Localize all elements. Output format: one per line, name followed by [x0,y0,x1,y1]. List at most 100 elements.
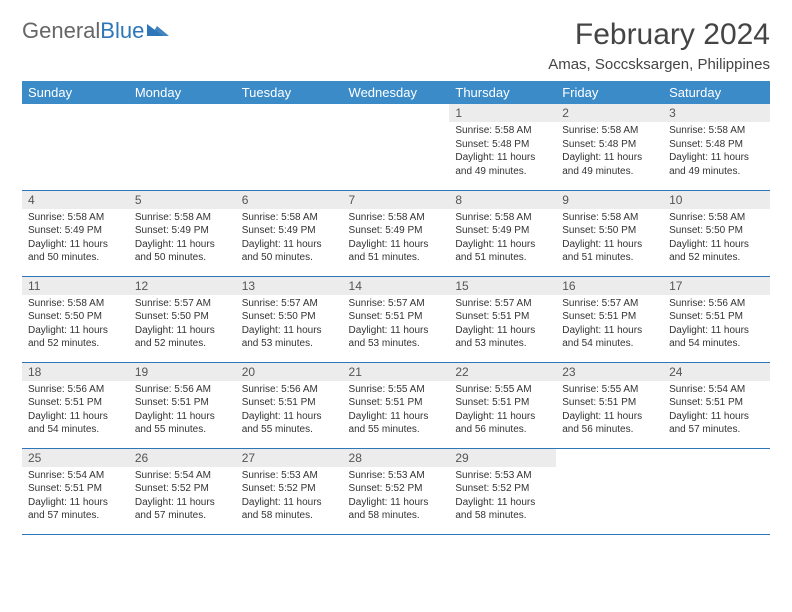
sunrise-text: Sunrise: 5:53 AM [349,469,444,483]
sunrise-text: Sunrise: 5:58 AM [28,297,123,311]
day-header: Saturday [663,81,770,104]
day-cell [343,104,450,190]
day-number: 28 [343,449,450,467]
daylight-text: Daylight: 11 hours and 53 minutes. [349,324,444,351]
sunrise-text: Sunrise: 5:58 AM [135,211,230,225]
day-cell: 29Sunrise: 5:53 AMSunset: 5:52 PMDayligh… [449,448,556,534]
day-number: 14 [343,277,450,295]
sunset-text: Sunset: 5:48 PM [669,138,764,152]
day-number: 9 [556,191,663,209]
daylight-text: Daylight: 11 hours and 57 minutes. [135,496,230,523]
day-number: 25 [22,449,129,467]
day-content: Sunrise: 5:58 AMSunset: 5:50 PMDaylight:… [556,209,663,269]
day-content: Sunrise: 5:58 AMSunset: 5:48 PMDaylight:… [663,122,770,182]
daylight-text: Daylight: 11 hours and 51 minutes. [562,238,657,265]
daylight-text: Daylight: 11 hours and 51 minutes. [455,238,550,265]
location-text: Amas, Soccsksargen, Philippines [548,56,770,73]
page-title: February 2024 [548,18,770,52]
sunrise-text: Sunrise: 5:56 AM [28,383,123,397]
day-number: 21 [343,363,450,381]
day-content: Sunrise: 5:55 AMSunset: 5:51 PMDaylight:… [449,381,556,441]
day-cell: 1Sunrise: 5:58 AMSunset: 5:48 PMDaylight… [449,104,556,190]
week-row: 1Sunrise: 5:58 AMSunset: 5:48 PMDaylight… [22,104,770,190]
day-number: 13 [236,277,343,295]
daylight-text: Daylight: 11 hours and 56 minutes. [455,410,550,437]
sunrise-text: Sunrise: 5:54 AM [669,383,764,397]
day-cell [236,104,343,190]
brand-logo: GeneralBlue [22,18,171,44]
day-content: Sunrise: 5:56 AMSunset: 5:51 PMDaylight:… [22,381,129,441]
day-content: Sunrise: 5:56 AMSunset: 5:51 PMDaylight:… [663,295,770,355]
week-row: 4Sunrise: 5:58 AMSunset: 5:49 PMDaylight… [22,190,770,276]
sunset-text: Sunset: 5:51 PM [28,482,123,496]
day-number: 15 [449,277,556,295]
day-cell: 8Sunrise: 5:58 AMSunset: 5:49 PMDaylight… [449,190,556,276]
day-cell: 12Sunrise: 5:57 AMSunset: 5:50 PMDayligh… [129,276,236,362]
day-number: 4 [22,191,129,209]
daylight-text: Daylight: 11 hours and 49 minutes. [455,151,550,178]
sunrise-text: Sunrise: 5:56 AM [242,383,337,397]
header: GeneralBlue February 2024 Amas, Soccsksa… [22,18,770,73]
day-number: 11 [22,277,129,295]
day-number: 20 [236,363,343,381]
day-cell: 17Sunrise: 5:56 AMSunset: 5:51 PMDayligh… [663,276,770,362]
sunrise-text: Sunrise: 5:58 AM [28,211,123,225]
sunset-text: Sunset: 5:52 PM [242,482,337,496]
sunset-text: Sunset: 5:51 PM [455,310,550,324]
sunrise-text: Sunrise: 5:54 AM [28,469,123,483]
sunset-text: Sunset: 5:51 PM [349,396,444,410]
sunrise-text: Sunrise: 5:57 AM [349,297,444,311]
day-cell: 24Sunrise: 5:54 AMSunset: 5:51 PMDayligh… [663,362,770,448]
day-cell: 19Sunrise: 5:56 AMSunset: 5:51 PMDayligh… [129,362,236,448]
day-cell: 26 Sunrise: 5:54 AMSunset: 5:52 PMDayligh… [129,448,236,534]
day-cell [663,448,770,534]
day-cell: 16Sunrise: 5:57 AMSunset: 5:51 PMDayligh… [556,276,663,362]
day-number: 19 [129,363,236,381]
daylight-text: Daylight: 11 hours and 54 minutes. [28,410,123,437]
day-cell: 21Sunrise: 5:55 AMSunset: 5:51 PMDayligh… [343,362,450,448]
day-content: Sunrise: 5:57 AMSunset: 5:51 PMDaylight:… [449,295,556,355]
daylight-text: Daylight: 11 hours and 49 minutes. [562,151,657,178]
brand-part2: Blue [100,18,144,44]
sunrise-text: Sunrise: 5:53 AM [242,469,337,483]
day-cell: 22Sunrise: 5:55 AMSunset: 5:51 PMDayligh… [449,362,556,448]
day-cell: 14 Sunrise: 5:57 AMSunset: 5:51 PMDayligh… [343,276,450,362]
daylight-text: Daylight: 11 hours and 54 minutes. [562,324,657,351]
day-number: 6 [236,191,343,209]
sunrise-text: Sunrise: 5:56 AM [135,383,230,397]
day-number: 2 [556,104,663,122]
sunrise-text: Sunrise: 5:54 AM [135,469,230,483]
sunrise-text: Sunrise: 5:58 AM [669,124,764,138]
sunrise-text: Sunrise: 5:58 AM [455,124,550,138]
day-header-row: SundayMondayTuesdayWednesdayThursdayFrid… [22,81,770,104]
day-cell [556,448,663,534]
sunset-text: Sunset: 5:49 PM [135,224,230,238]
day-cell: 3Sunrise: 5:58 AMSunset: 5:48 PMDaylight… [663,104,770,190]
day-header: Thursday [449,81,556,104]
day-number: 26 [129,449,236,467]
day-content: Sunrise: 5:53 AMSunset: 5:52 PMDaylight:… [449,467,556,527]
brand-part1: General [22,18,100,44]
daylight-text: Daylight: 11 hours and 50 minutes. [135,238,230,265]
day-number: 22 [449,363,556,381]
week-row: 25Sunrise: 5:54 AMSunset: 5:51 PMDayligh… [22,448,770,534]
sunset-text: Sunset: 5:49 PM [28,224,123,238]
sunset-text: Sunset: 5:52 PM [135,482,230,496]
sunrise-text: Sunrise: 5:58 AM [242,211,337,225]
sunset-text: Sunset: 5:48 PM [455,138,550,152]
sunset-text: Sunset: 5:50 PM [669,224,764,238]
daylight-text: Daylight: 11 hours and 58 minutes. [242,496,337,523]
day-number: 7 [343,191,450,209]
title-block: February 2024 Amas, Soccsksargen, Philip… [548,18,770,73]
day-cell: 13Sunrise: 5:57 AMSunset: 5:50 PMDayligh… [236,276,343,362]
day-content: Sunrise: 5:58 AMSunset: 5:49 PMDaylight:… [236,209,343,269]
day-number: 27 [236,449,343,467]
sunset-text: Sunset: 5:51 PM [562,396,657,410]
sunset-text: Sunset: 5:51 PM [349,310,444,324]
day-content: Sunrise: 5:53 AMSunset: 5:52 PMDaylight:… [343,467,450,527]
day-number: 12 [129,277,236,295]
day-cell: 7Sunrise: 5:58 AMSunset: 5:49 PMDaylight… [343,190,450,276]
sunrise-text: Sunrise: 5:55 AM [455,383,550,397]
sunrise-text: Sunrise: 5:57 AM [242,297,337,311]
sunset-text: Sunset: 5:51 PM [669,396,764,410]
